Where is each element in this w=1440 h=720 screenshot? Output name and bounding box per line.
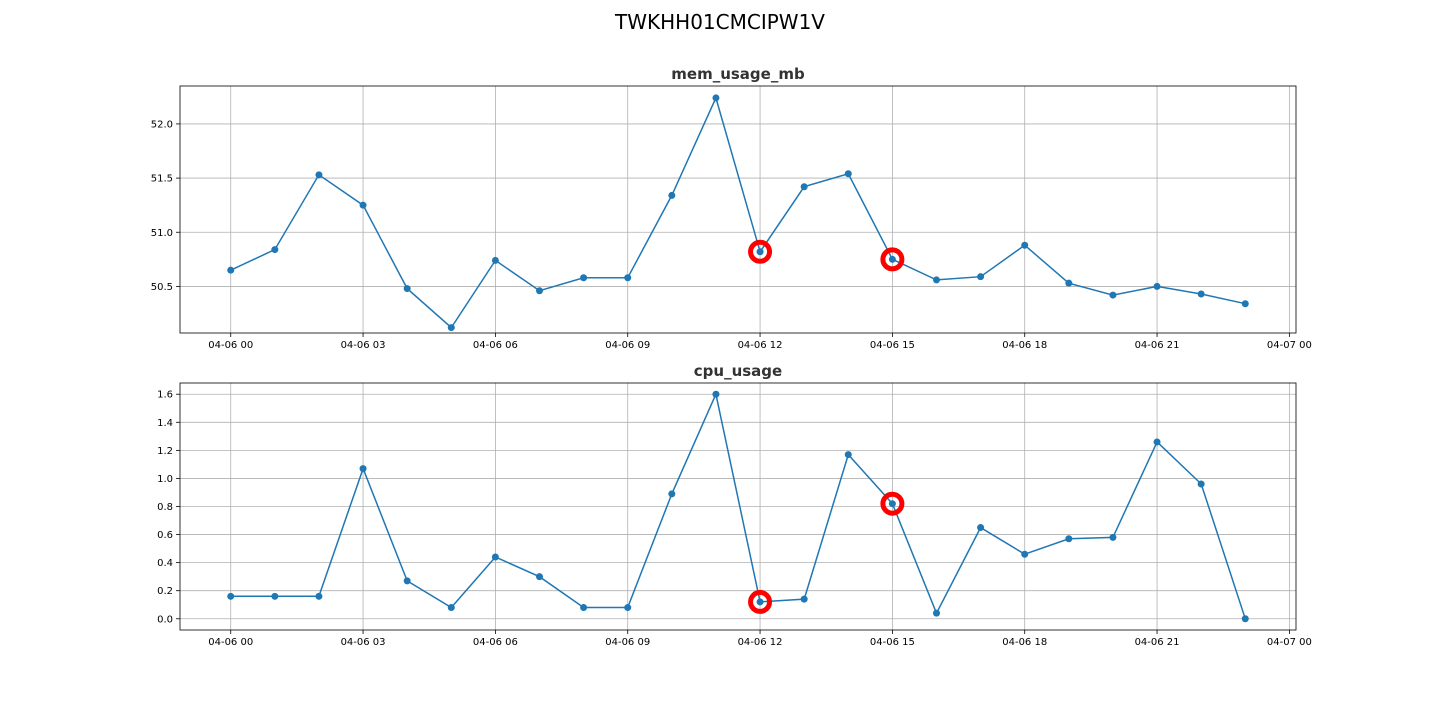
x-tick-label: 04-06 15 [870,637,915,648]
data-point [1065,279,1073,287]
plot-frame [179,85,1297,334]
y-tick-label: 0.4 [157,558,173,569]
x-tick-label: 04-06 12 [738,340,783,351]
data-point [580,604,588,612]
anomaly-marker [880,247,905,272]
data-point [756,248,764,256]
plot-frame [179,382,1297,631]
data-point [1109,291,1117,299]
data-point [977,524,985,532]
x-tick-label: 04-07 00 [1267,637,1312,648]
data-point [359,465,367,473]
data-point [491,256,499,264]
series-line [230,391,1247,620]
data-point [977,273,985,281]
data-point [403,285,411,293]
data-point [1153,438,1161,446]
data-point [447,604,455,612]
figure-title: TWKHH01CMCIPW1V [615,10,825,34]
y-tick-label: 0.2 [157,586,173,597]
x-tick-label: 04-06 00 [208,637,253,648]
data-point [536,287,544,295]
data-point [1021,241,1029,249]
data-point [315,592,323,600]
y-tick-label: 50.5 [151,282,173,293]
x-tick-label: 04-06 03 [341,340,386,351]
data-point [403,577,411,585]
series-line [230,95,1246,329]
chart-title-mem-usage: mem_usage_mb [671,65,805,83]
data-point [227,592,235,600]
x-tick-label: 04-06 00 [208,340,253,351]
data-point [888,500,896,508]
x-tick-label: 04-06 03 [341,637,386,648]
data-point [359,201,367,209]
data-point [668,490,676,498]
data-point [447,324,455,332]
data-point [668,191,676,199]
x-tick-label: 04-06 15 [870,340,915,351]
data-point [1241,300,1249,308]
y-tick-label: 0.8 [157,502,173,513]
data-point [624,604,632,612]
chart-title-cpu-usage: cpu_usage [693,362,783,380]
y-tick-label: 51.0 [151,228,173,239]
data-point [227,266,235,274]
data-point [1153,282,1161,290]
y-tick-label: 51.5 [151,174,173,185]
data-point [271,246,279,254]
data-point [271,592,279,600]
y-tick-label: 0.0 [157,614,173,625]
data-point [580,274,588,282]
data-point [536,573,544,581]
data-point [800,183,808,191]
data-point [1021,550,1029,558]
data-point [491,553,499,561]
x-tick-label: 04-06 09 [605,340,650,351]
data-point [932,609,940,617]
x-tick-label: 04-06 06 [473,637,518,648]
x-tick-label: 04-07 00 [1267,340,1312,351]
anomaly-marker [748,239,773,264]
data-point [1065,535,1073,543]
anomaly-marker [748,589,773,614]
x-tick-label: 04-06 12 [738,637,783,648]
data-point [1197,480,1205,488]
x-tick-label: 04-06 21 [1135,637,1180,648]
data-point [932,276,940,284]
y-tick-label: 52.0 [151,119,173,130]
x-tick-label: 04-06 06 [473,340,518,351]
data-point [1197,290,1205,298]
data-point [756,598,764,606]
anomaly-marker [880,491,905,516]
data-point [844,170,852,178]
y-tick-label: 1.2 [157,446,173,457]
data-point [1109,533,1117,541]
y-tick-label: 1.0 [157,474,173,485]
x-tick-label: 04-06 09 [605,637,650,648]
y-tick-label: 0.6 [157,530,173,541]
x-tick-label: 04-06 21 [1135,340,1180,351]
data-point [712,94,720,102]
data-point [800,595,808,603]
data-point [844,451,852,459]
data-point [712,390,720,398]
data-point [1241,615,1249,623]
x-tick-label: 04-06 18 [1002,637,1047,648]
x-tick-label: 04-06 18 [1002,340,1047,351]
y-tick-label: 1.4 [157,418,173,429]
data-point [315,171,323,179]
data-point [888,255,896,263]
data-point [624,274,632,282]
y-tick-label: 1.6 [157,390,173,401]
